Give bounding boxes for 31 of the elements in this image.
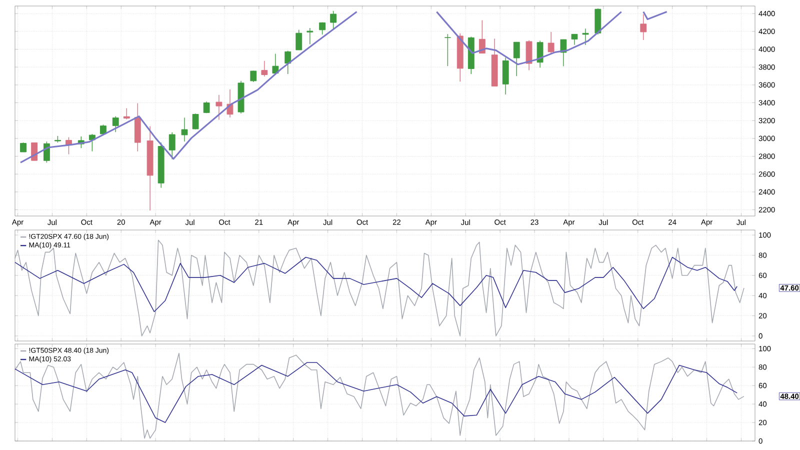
candlestick — [284, 50, 292, 74]
candlestick — [319, 22, 326, 35]
candlestick — [306, 28, 314, 45]
line-series — [14, 256, 738, 312]
candlestick — [100, 124, 106, 134]
candlestick — [594, 8, 602, 35]
candlestick — [88, 134, 96, 152]
candlestick — [192, 113, 199, 130]
candlestick — [640, 14, 647, 40]
candlestick — [181, 117, 188, 142]
candlestick — [31, 142, 38, 162]
line-series — [14, 362, 738, 423]
candlestick — [296, 29, 302, 50]
candlestick — [330, 10, 337, 29]
candlestick — [216, 94, 222, 120]
candlestick — [548, 32, 554, 55]
candlestick — [526, 40, 532, 71]
candlestick — [250, 70, 257, 82]
candlestick — [502, 57, 509, 95]
line-series — [14, 352, 744, 439]
candlestick — [43, 141, 50, 164]
candlestick — [20, 142, 26, 152]
candlestick — [513, 42, 520, 76]
candlestick — [444, 34, 451, 66]
candlestick — [168, 132, 176, 160]
candlestick — [571, 34, 578, 46]
candlestick — [112, 116, 119, 133]
candlestick — [261, 60, 268, 77]
line-series — [14, 240, 744, 336]
candlestick — [123, 108, 130, 120]
candlestick — [582, 28, 589, 46]
